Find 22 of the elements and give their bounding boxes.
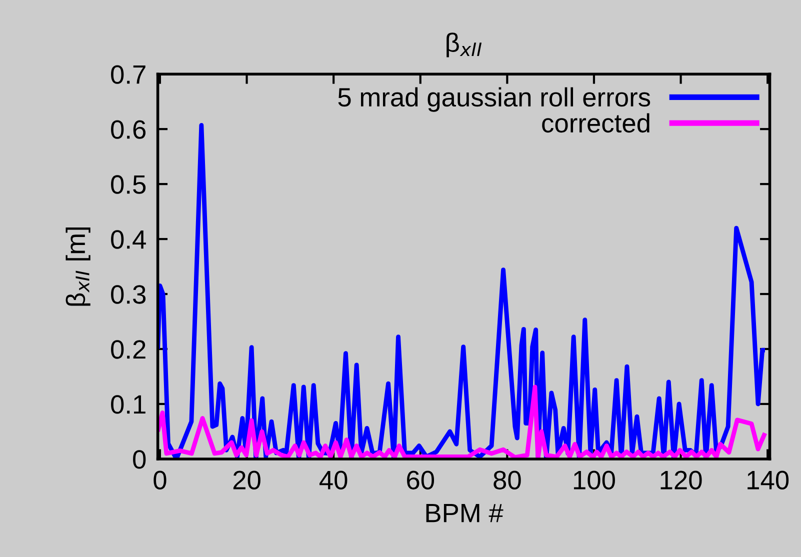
y-tick-label: 0.3 bbox=[111, 285, 146, 304]
y-tick-label: 0.1 bbox=[111, 395, 146, 414]
y-tick-label: 0.6 bbox=[111, 120, 146, 139]
chart-title: β$_{xII}$ bbox=[446, 32, 482, 58]
y-tick-label: 0.4 bbox=[111, 230, 146, 249]
y-tick-label: 0.5 bbox=[111, 175, 146, 194]
line-series bbox=[158, 384, 768, 459]
x-tick-label: 20 bbox=[233, 470, 260, 490]
y-axis-title: β$_{xII}$ [m] bbox=[66, 227, 90, 306]
x-tick-label: 60 bbox=[407, 470, 434, 490]
x-axis-title: BPM # bbox=[426, 504, 504, 522]
legend-label: 5 mrad gaussian roll errors bbox=[338, 87, 650, 112]
x-tick-label: 40 bbox=[320, 470, 348, 490]
y-tick-label: 0.2 bbox=[111, 340, 146, 359]
x-tick-label: 120 bbox=[660, 470, 702, 490]
x-tick-label: 80 bbox=[494, 470, 521, 490]
x-tick-label: 140 bbox=[748, 470, 789, 490]
legend-label: corrected bbox=[542, 113, 650, 133]
y-tick-label: 0.7 bbox=[111, 65, 146, 84]
y-tick-label: 0 bbox=[133, 450, 146, 469]
x-tick-label: 100 bbox=[574, 470, 615, 490]
x-tick-label: 0 bbox=[154, 470, 166, 490]
